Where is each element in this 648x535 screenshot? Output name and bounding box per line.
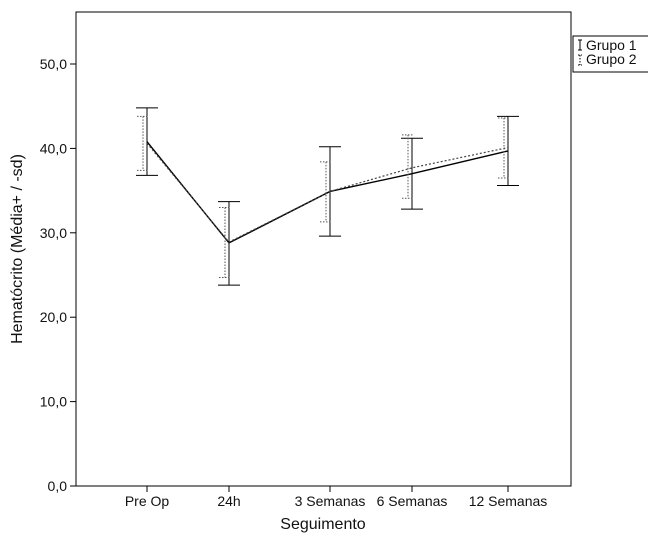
y-tick-label: 10,0 [40, 394, 67, 410]
x-tick-label: Pre Op [125, 493, 170, 509]
y-tick-label: 50,0 [40, 56, 67, 72]
x-tick-label: 3 Semanas [295, 493, 366, 509]
x-tick-label: 12 Semanas [469, 493, 548, 509]
series-layer [136, 107, 519, 286]
legend: Grupo 1 Grupo 2 [572, 35, 648, 73]
x-tick-label: 6 Semanas [377, 493, 448, 509]
legend-label-grupo-2: Grupo 2 [586, 51, 637, 67]
y-tick-label: 20,0 [40, 309, 67, 325]
y-axis-title: Hematócrito (Média+ / -sd) [9, 154, 26, 344]
y-axis: 0,0 10,0 20,0 30,0 40,0 50,0 [40, 56, 76, 494]
plot-area [75, 11, 572, 487]
x-axis-title: Seguimento [280, 516, 365, 533]
x-axis: Pre Op 24h 3 Semanas 6 Semanas 12 Semanas [125, 486, 547, 509]
legend-item-grupo-1: Grupo 1 [578, 37, 637, 53]
legend-box [572, 35, 648, 73]
y-tick-label: 0,0 [48, 478, 68, 494]
x-tick-label: 24h [217, 493, 240, 509]
legend-symbol-grupo-2 [578, 54, 582, 66]
legend-symbol-grupo-1 [578, 39, 582, 51]
legend-label-grupo-1: Grupo 1 [586, 37, 637, 53]
legend-item-grupo-2: Grupo 2 [578, 51, 637, 67]
y-tick-label: 30,0 [40, 225, 67, 241]
series-2 [137, 115, 510, 279]
y-tick-label: 40,0 [40, 140, 67, 156]
series-line-2 [146, 142, 509, 243]
